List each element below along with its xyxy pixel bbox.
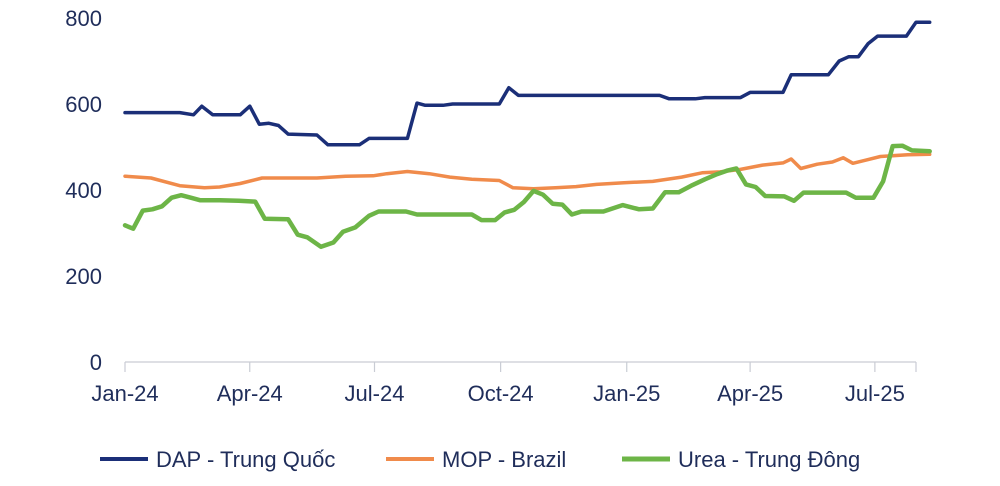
x-axis: Jan-24 Apr-24 Jul-24 Oct-24 Jan-25 Apr-25 Jul-… [91, 361, 917, 406]
x-tick-label: Jul-25 [845, 381, 905, 406]
x-tick-label: Oct-24 [468, 381, 534, 406]
series-line-2 [123, 152, 932, 191]
series-line-3 [122, 143, 932, 250]
x-tick-label: Jul-24 [345, 381, 405, 406]
x-tick-label: Apr-24 [217, 381, 283, 406]
series-line-1 [123, 20, 932, 147]
y-tick-label: 400 [65, 178, 102, 203]
legend: DAP - Trung Quốc MOP - Brazil Urea - Trung… [100, 447, 860, 472]
y-axis: 0 200 400 600 800 [65, 6, 102, 375]
y-tick-label: 200 [65, 264, 102, 289]
y-tick-label: 0 [90, 350, 102, 375]
legend-label-3: Urea - Trung Đông [678, 447, 860, 472]
x-tick-label: Jan-25 [593, 381, 660, 406]
series-layer [122, 20, 932, 250]
x-tick-label: Jan-24 [91, 381, 158, 406]
legend-label-2: MOP - Brazil [442, 447, 566, 472]
y-tick-label: 600 [65, 92, 102, 117]
y-tick-label: 800 [65, 6, 102, 31]
x-tick-label: Apr-25 [717, 381, 783, 406]
legend-label-1: DAP - Trung Quốc [156, 447, 335, 472]
